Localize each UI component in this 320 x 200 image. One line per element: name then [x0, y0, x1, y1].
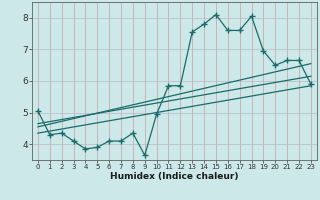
X-axis label: Humidex (Indice chaleur): Humidex (Indice chaleur) [110, 172, 239, 181]
